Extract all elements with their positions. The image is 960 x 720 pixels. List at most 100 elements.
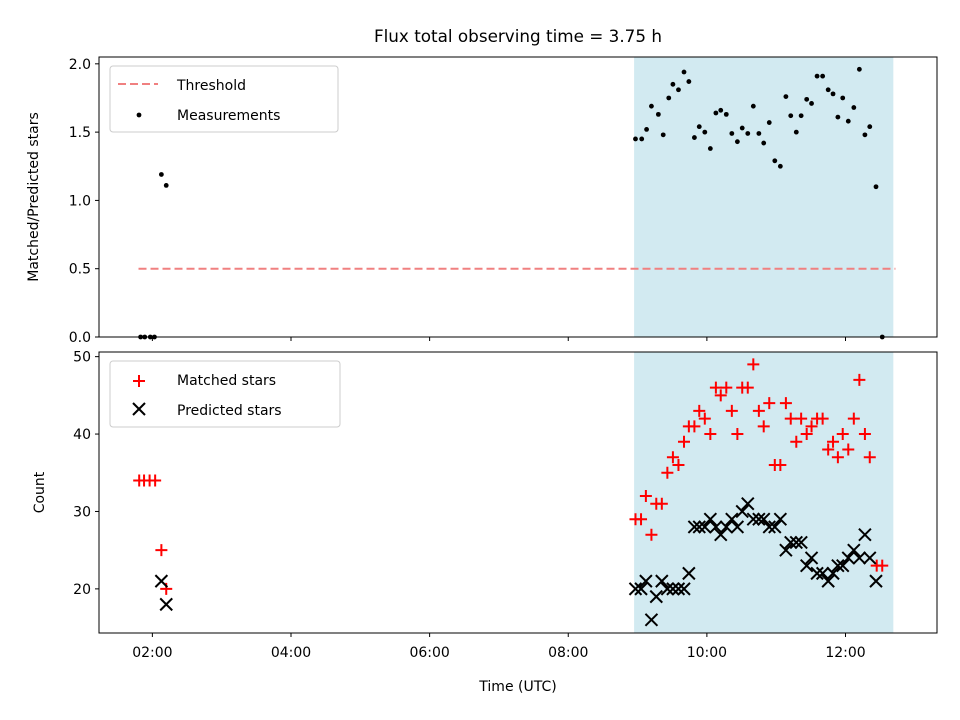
measurement-point — [845, 118, 851, 124]
legend-predicted-label: Predicted stars — [177, 403, 282, 419]
measurement-point — [745, 131, 751, 136]
predicted-star-marker — [841, 551, 855, 565]
matched-star-marker — [688, 420, 701, 433]
measurement-point — [739, 125, 745, 131]
measurement-point — [867, 124, 873, 130]
matched-star-marker — [863, 451, 876, 464]
matched-star-marker — [774, 459, 787, 472]
measurement-point — [856, 66, 862, 72]
matched-star-marker — [790, 435, 803, 448]
measurement-point — [655, 111, 661, 117]
predicted-star-marker — [725, 512, 739, 526]
predicted-star-marker — [847, 543, 861, 557]
measurement-point — [862, 132, 868, 138]
matched-star-marker — [693, 404, 706, 417]
predicted-star-marker — [660, 582, 675, 596]
predicted-star-marker — [639, 574, 653, 588]
matched-star-marker — [747, 358, 760, 371]
predicted-star-marker — [831, 558, 845, 573]
measurement-point — [676, 87, 681, 93]
matched-star-marker — [704, 428, 717, 441]
matched-stars-points — [133, 358, 889, 595]
measurement-point — [825, 87, 831, 93]
predicted-star-marker — [779, 543, 793, 557]
measurement-point — [696, 124, 702, 130]
predicted-star-marker — [677, 582, 691, 596]
matched-star-marker — [639, 489, 652, 502]
predicted-star-marker — [698, 520, 712, 534]
x-tick-label: 04:00 — [271, 645, 311, 661]
predicted-star-marker — [746, 512, 761, 526]
predicted-star-marker — [810, 566, 824, 581]
count-y-tick-label: 40 — [73, 427, 91, 443]
observing-window-band-bottom — [634, 352, 894, 633]
x-tick-label: 08:00 — [548, 645, 588, 661]
measurement-point — [163, 182, 169, 188]
matched-star-marker — [741, 381, 754, 394]
matched-star-marker — [876, 559, 889, 572]
ratio-y-tick-label: 0.0 — [69, 330, 91, 346]
predicted-star-marker — [789, 535, 804, 550]
predicted-star-marker — [741, 497, 755, 511]
legend-matched-label: Matched stars — [177, 373, 276, 389]
x-tick-label: 10:00 — [687, 645, 727, 661]
measurement-point — [633, 136, 638, 142]
predicted-star-marker — [799, 558, 814, 573]
measurement-point — [734, 139, 740, 145]
measurement-point — [783, 94, 789, 100]
measurement-point — [777, 163, 783, 169]
predicted-star-marker — [649, 589, 663, 604]
legend-measurements-label: Measurements — [177, 108, 280, 124]
measurement-point — [840, 95, 846, 101]
predicted-star-marker — [666, 582, 680, 596]
count-y-tick-label: 30 — [73, 504, 91, 520]
measurement-point — [713, 110, 719, 116]
count-axes-frame — [98, 351, 938, 634]
predicted-star-marker — [730, 520, 745, 534]
predicted-star-marker — [794, 535, 808, 550]
predicted-star-marker — [863, 551, 877, 565]
predicted-star-marker — [154, 574, 169, 588]
measurement-point — [873, 184, 879, 190]
matched-star-marker — [672, 459, 685, 472]
x-tick-label: 12:00 — [825, 645, 865, 661]
predicted-star-marker — [869, 574, 883, 588]
measurement-point — [820, 73, 826, 79]
predicted-star-marker — [858, 527, 872, 542]
matched-star-marker — [655, 497, 668, 510]
predicted-star-marker — [804, 551, 819, 565]
legend-measurements-swatch — [136, 112, 142, 118]
chart-title: Flux total observing time = 3.75 h — [374, 26, 662, 46]
predicted-star-marker — [159, 597, 173, 612]
measurement-point — [723, 111, 729, 117]
predicted-star-marker — [682, 566, 696, 581]
measurement-point — [814, 73, 820, 79]
predicted-star-marker — [757, 512, 771, 526]
ratio-y-axis-label: Matched/Predicted stars — [26, 112, 42, 282]
predicted-star-marker — [852, 551, 867, 565]
matched-star-marker — [731, 428, 744, 441]
measurement-point — [750, 103, 756, 109]
matched-star-marker — [720, 381, 733, 394]
matched-star-marker — [698, 412, 711, 425]
matched-star-marker — [822, 443, 835, 456]
ratio-legend-box — [109, 65, 339, 133]
matched-star-marker — [678, 435, 691, 448]
measurement-point — [788, 113, 794, 119]
predicted-star-marker — [762, 520, 776, 534]
measurement-point — [649, 103, 654, 109]
observing-window-band-top — [634, 57, 894, 337]
matched-star-marker — [800, 428, 813, 441]
matched-star-marker — [666, 451, 679, 464]
predicted-star-marker — [671, 582, 686, 596]
matched-star-marker — [645, 528, 658, 541]
predicted-stars-points — [154, 497, 883, 627]
matched-star-marker — [779, 397, 792, 410]
measurement-point — [798, 113, 804, 119]
measurement-points — [138, 66, 885, 340]
matched-star-marker — [763, 397, 776, 410]
predicted-star-marker — [836, 558, 850, 573]
ratio-y-tick-label: 1.0 — [69, 193, 91, 209]
measurement-point — [707, 146, 713, 151]
matched-star-marker — [709, 381, 722, 394]
